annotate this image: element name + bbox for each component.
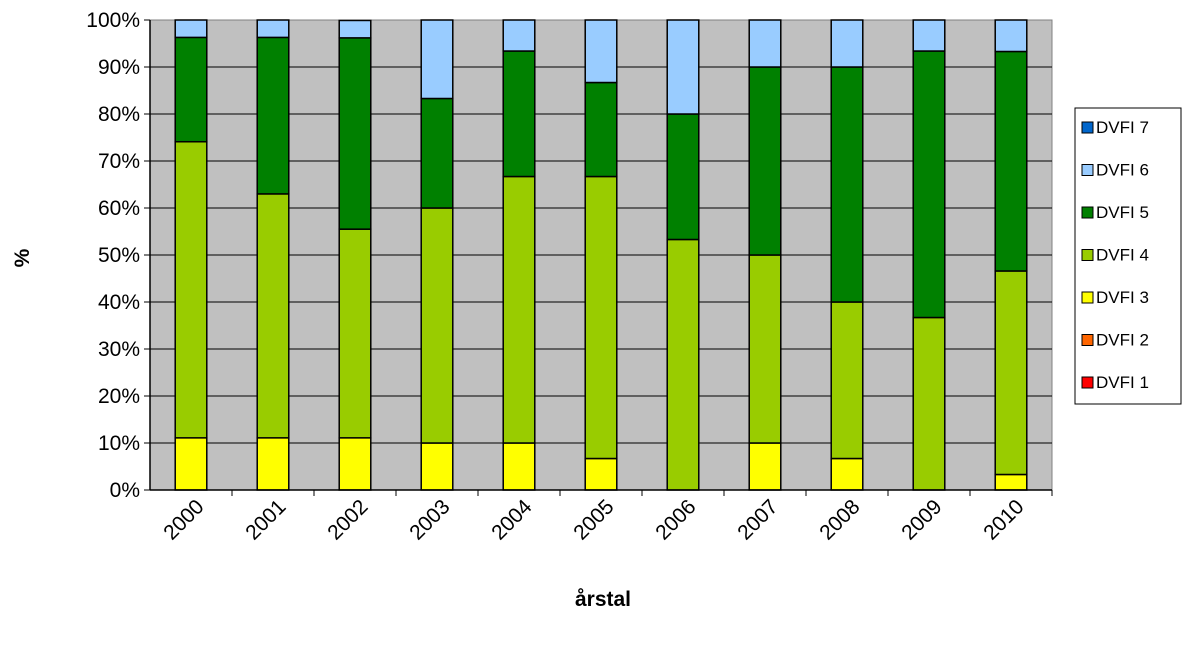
- bar-segment: [256, 193, 290, 439]
- bar-segment: [994, 270, 1028, 476]
- x-tick-label: 2002: [323, 495, 372, 544]
- x-tick-label: 2003: [405, 495, 454, 544]
- legend-label: DVFI 7: [1096, 118, 1149, 137]
- y-tick-label: 20%: [98, 385, 140, 408]
- bar-segment: [830, 301, 864, 460]
- legend-swatch: [1081, 291, 1094, 304]
- bar-segment: [338, 37, 372, 230]
- bar-segment: [420, 97, 454, 209]
- bar-segment: [666, 113, 700, 241]
- y-tick-label: 60%: [98, 197, 140, 220]
- bar-segment: [256, 437, 290, 491]
- bar-segment: [338, 437, 372, 491]
- bar-segment: [420, 207, 454, 444]
- bar-segment: [174, 140, 208, 439]
- x-tick-label: 2006: [651, 495, 700, 544]
- y-tick-label: 0%: [110, 479, 140, 502]
- legend-swatch: [1081, 164, 1094, 176]
- legend-label: DVFI 6: [1096, 161, 1149, 180]
- bar-segment: [994, 19, 1028, 53]
- bar-segment: [502, 175, 536, 444]
- y-tick-label: 70%: [98, 150, 140, 173]
- legend-label: DVFI 1: [1096, 373, 1149, 392]
- axes: [144, 19, 1053, 496]
- x-tick-label: 2004: [487, 495, 537, 545]
- bar-segment: [502, 19, 536, 52]
- bar-segment: [994, 50, 1028, 272]
- x-tick-label: 2010: [979, 495, 1028, 544]
- x-tick-label: 2009: [897, 495, 946, 544]
- y-axis-title: %: [11, 248, 34, 267]
- bar-segment: [174, 19, 208, 39]
- legend-label: DVFI 2: [1096, 331, 1149, 350]
- x-tick-label: 2000: [159, 495, 208, 544]
- bars: [174, 19, 1028, 491]
- legend-swatch: [1081, 249, 1094, 261]
- y-tick-label: 90%: [98, 56, 140, 79]
- bar-segment: [830, 19, 864, 68]
- legend-items: DVFI 7 DVFI 6 DVFI 5 DVFI 4 DVFI 3 DVFI 2 DVFI…: [1081, 118, 1149, 392]
- bar-segment: [748, 442, 782, 491]
- bar-segment: [502, 442, 536, 491]
- bar-segment: [584, 175, 618, 460]
- legend-swatch: [1081, 376, 1094, 389]
- bar-segment: [666, 19, 700, 115]
- bar-segment: [256, 19, 290, 39]
- bar-segment: [420, 442, 454, 491]
- legend-label: DVFI 5: [1096, 203, 1149, 222]
- y-tick-label: 80%: [98, 103, 140, 126]
- y-tick-label: 10%: [98, 432, 140, 455]
- bar-segment: [748, 19, 782, 68]
- legend-swatch: [1081, 206, 1094, 219]
- legend-label: DVFI 3: [1096, 288, 1149, 307]
- bar-segment: [502, 50, 536, 178]
- bar-segment: [338, 228, 372, 439]
- legend-swatch: [1081, 334, 1094, 346]
- y-tick-label: 100%: [86, 9, 140, 32]
- bar-segment: [912, 19, 946, 52]
- bar-segment: [256, 36, 290, 195]
- bar-segment: [748, 254, 782, 444]
- bar-segment: [912, 50, 946, 319]
- x-tick-label: 2005: [569, 495, 618, 544]
- bar-segment: [584, 457, 618, 491]
- y-tick-label: 50%: [98, 244, 140, 267]
- legend-swatch: [1081, 121, 1094, 134]
- legend-label: DVFI 4: [1096, 246, 1149, 265]
- bar-segment: [338, 19, 372, 39]
- y-tick-label: 30%: [98, 338, 140, 361]
- bar-segment: [748, 66, 782, 256]
- x-tick-label: 2001: [241, 495, 290, 544]
- x-axis-title: årstal: [575, 588, 631, 611]
- bar-segment: [174, 437, 208, 491]
- bar-segment: [912, 316, 946, 491]
- legend: DVFI 7 DVFI 6 DVFI 5 DVFI 4 DVFI 3 DVFI 2 DVFI…: [1074, 107, 1182, 405]
- bar-segment: [584, 81, 618, 178]
- bar-segment: [830, 457, 864, 491]
- x-tick-label: 2007: [733, 495, 782, 544]
- x-tick-labels: 2000 2001 2002 2003 2004 2005 2006 2007 2008 2009…: [159, 495, 1028, 545]
- bar-segment: [174, 36, 208, 143]
- bar-segment: [420, 19, 454, 100]
- bar-segment: [994, 473, 1028, 491]
- bar-segment: [666, 238, 700, 491]
- bar-segment: [584, 19, 618, 84]
- x-tick-label: 2008: [815, 495, 864, 544]
- y-tick-label: 40%: [98, 291, 140, 314]
- y-tick-labels: 0% 10% 20% 30% 40% 50% 60% 70% 80% 90% 100%: [86, 9, 140, 502]
- bar-segment: [830, 66, 864, 303]
